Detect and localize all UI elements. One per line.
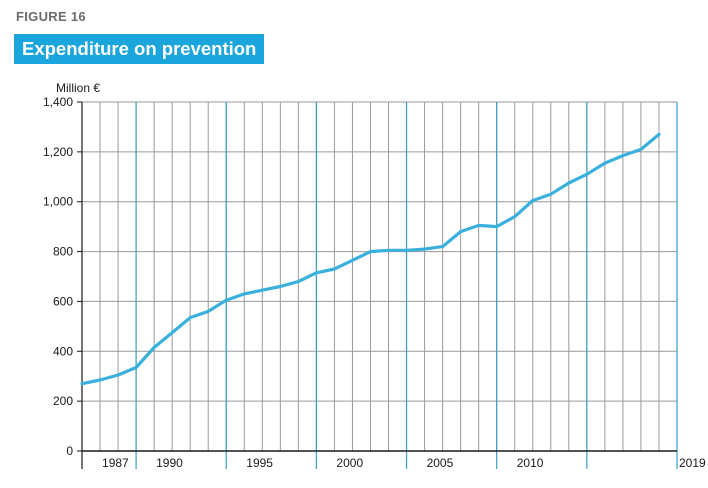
y-tick-labels: 0 200 400 600 800 1,000 1,200 1,400 [43, 95, 82, 458]
minor-gridlines [82, 101, 677, 452]
y-tick-label: 200 [53, 394, 73, 408]
x-tick-label: 2019 [679, 456, 706, 470]
x-tick-label: 1987 [102, 456, 129, 470]
data-series [80, 132, 661, 386]
y-tick-label: 600 [53, 294, 73, 308]
figure-label: FIGURE 16 [16, 9, 86, 24]
y-tick-label: 800 [53, 245, 73, 259]
y-tick-label: 1,200 [43, 145, 73, 159]
series-line [80, 132, 661, 386]
x-tick-label: 2000 [336, 456, 363, 470]
y-axis-unit-label: Million € [56, 81, 101, 95]
x-tick-labels: 1987 1990 1995 2000 2005 2010 2019 [102, 456, 706, 470]
y-tick-label: 400 [53, 344, 73, 358]
major-gridlines [135, 102, 588, 469]
x-tick-label: 2010 [517, 456, 544, 470]
plot-frame [81, 102, 678, 469]
chart-title: Expenditure on prevention [14, 34, 265, 64]
x-tick-label: 2005 [427, 456, 454, 470]
x-tick-label: 1990 [156, 456, 183, 470]
y-tick-label: 1,000 [43, 195, 73, 209]
x-tick-label: 1995 [246, 456, 273, 470]
y-tick-label: 0 [66, 444, 73, 458]
y-tick-label: 1,400 [43, 95, 73, 109]
